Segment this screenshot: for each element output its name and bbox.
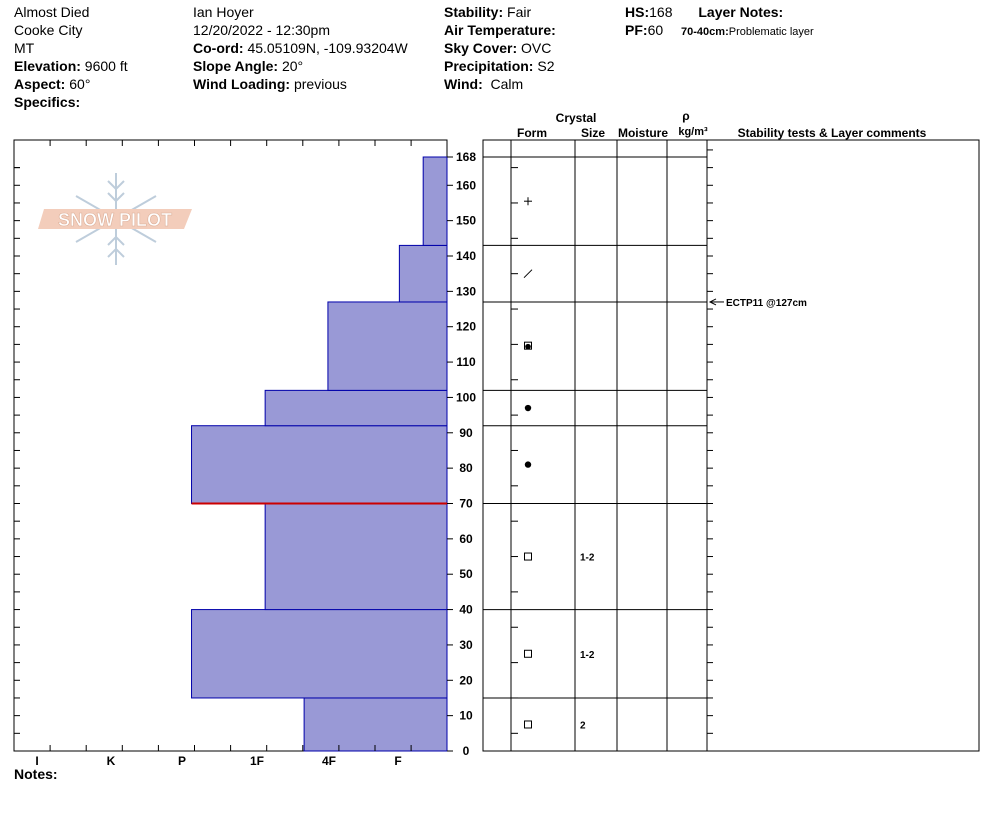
stability-test-label: ECTP11 @127cm [726, 298, 807, 309]
coord-value: 45.05109N, -109.93204W [247, 40, 408, 56]
observer: Ian Hoyer [193, 4, 254, 20]
hardness-bar [422, 156, 448, 246]
hardness-label: K [107, 754, 116, 768]
height-label: 140 [456, 249, 476, 263]
site-name: Almost Died [14, 4, 90, 20]
precip-row: Precipitation: S2 [444, 58, 555, 74]
height-label: 110 [456, 355, 476, 369]
crystal-header: Crystal [556, 111, 597, 125]
precip-value: S2 [537, 58, 555, 74]
stability-value: Fair [507, 4, 532, 20]
rounded-grain-symbol [524, 404, 532, 412]
height-label: 70 [459, 497, 473, 511]
height-label: 160 [456, 178, 476, 192]
top-ticks [13, 140, 412, 751]
header-col3: Stability: Fair Air Temperature: Sky Cov… [444, 3, 556, 93]
rounded-grain-symbol [524, 461, 532, 468]
hardness-label: P [178, 754, 186, 768]
height-label: 30 [459, 638, 473, 652]
logo-text: SNOW PILOT [58, 210, 172, 230]
header-col1: Almost Died Cooke City MT Elevation: 960… [14, 3, 128, 111]
coord-row: Co-ord: 45.05109N, -109.93204W [193, 40, 408, 56]
air-temp-row: Air Temperature: [444, 22, 556, 38]
rho-header: ρ [682, 109, 689, 123]
notes-label: Notes: [14, 766, 58, 782]
density-unit-header: kg/m³ [678, 126, 708, 138]
aspect-value: 60° [69, 76, 91, 92]
snowpilot-logo: SNOW PILOT [38, 173, 192, 265]
crystal-size: 2 [580, 720, 586, 731]
specifics-row: Specifics: [14, 94, 81, 110]
slope-row: Slope Angle: 20° [193, 58, 304, 74]
faceted-crystal-symbol [524, 552, 532, 561]
decomposing-symbol [523, 269, 533, 279]
hardness-bar [327, 301, 448, 391]
hardness-label: F [394, 754, 401, 768]
height-label: 10 [459, 709, 473, 723]
pf-row: PF:60 70-40cm:Problematic layer [625, 22, 814, 38]
sky-value: OVC [521, 40, 552, 56]
hs-value: 168 [649, 4, 673, 20]
state: MT [14, 40, 35, 56]
height-label: 100 [456, 390, 476, 404]
layer-table-rows: 2 1-2 1-2 [483, 156, 707, 734]
height-label: 0 [463, 744, 470, 758]
hardness-bar [303, 697, 448, 752]
hardness-label: 4F [322, 754, 336, 768]
hs-row: HS:168 Layer Notes: [625, 4, 784, 20]
elevation-value: 9600 ft [84, 58, 128, 74]
hardness-label: 1F [250, 754, 264, 768]
layer-table-frame [482, 139, 980, 752]
moisture-header: Moisture [618, 126, 668, 140]
hardness-label: I [35, 754, 38, 768]
hardness-axis: I K P 1F 4F F [35, 754, 401, 768]
stability-row: Stability: Fair [444, 4, 532, 20]
header-col2: Ian Hoyer 12/20/2022 - 12:30pm Co-ord: 4… [193, 3, 408, 93]
height-label: 60 [459, 532, 473, 546]
height-label: 40 [459, 603, 473, 617]
height-axis: 0 10 20 30 40 50 60 70 80 90 100 110 120 130 140 150 160… [14, 149, 713, 758]
hardness-bar [191, 609, 448, 699]
sky-row: Sky Cover: OVC [444, 40, 552, 56]
height-label: 120 [456, 320, 476, 334]
pf-value: 60 [647, 22, 664, 38]
hardness-bar [264, 389, 448, 427]
test-arrow-head [708, 298, 717, 306]
aspect-row: Aspect: 60° [14, 76, 91, 92]
crystal-size: 1-2 [580, 553, 595, 564]
wind-loading-row: Wind Loading: previous [193, 76, 347, 92]
hardness-bar [264, 503, 448, 611]
stability-tests-header: Stability tests & Layer comments [738, 126, 927, 140]
height-label: 168 [456, 150, 476, 164]
hardness-bar [191, 425, 448, 505]
height-label: 20 [459, 673, 473, 687]
mixed-form-dot [525, 343, 531, 350]
header-col4: HS:168 Layer Notes: PF:60 70-40cm:Proble… [625, 3, 814, 41]
layer-note-text: Problematic layer [728, 26, 814, 38]
datetime: 12/20/2022 - 12:30pm [193, 22, 330, 38]
faceted-crystal-symbol [524, 649, 532, 658]
elevation-row: Elevation: 9600 ft [14, 58, 128, 74]
location: Cooke City [14, 22, 83, 38]
layer-note-range: 70-40cm: [681, 26, 729, 38]
layer-note: 70-40cm:Problematic layer [681, 26, 814, 38]
size-header: Size [581, 126, 605, 140]
stability-tests: ECTP11 @127cm [708, 298, 807, 309]
wind-value: Calm [490, 76, 524, 92]
slope-value: 20° [281, 58, 304, 74]
hardness-bars [191, 156, 448, 752]
height-label: 150 [456, 214, 476, 228]
hardness-bar [398, 244, 448, 303]
crystal-size: 1-2 [580, 650, 595, 661]
height-label: 80 [459, 461, 473, 475]
height-label: 90 [459, 426, 473, 440]
faceted-crystal-symbol [524, 720, 532, 729]
wind-row: Wind: Calm [444, 76, 524, 92]
layer-notes-label: Layer Notes: [698, 4, 784, 20]
wind-loading-value: previous [293, 76, 347, 92]
height-label: 50 [459, 567, 473, 581]
form-header: Form [517, 126, 547, 140]
height-label: 130 [456, 284, 476, 298]
